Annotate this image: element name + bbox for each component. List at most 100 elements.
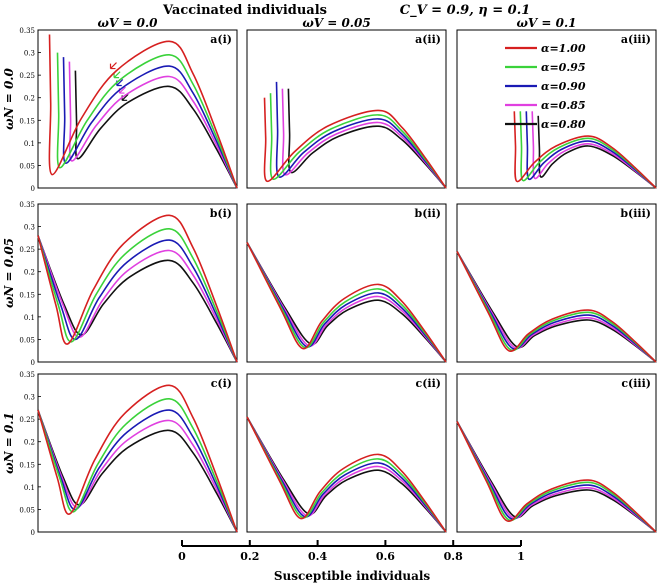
series-line-α=0.85 <box>246 416 447 533</box>
series-line-α=0.85 <box>456 251 657 363</box>
series-line-α=0.95 <box>37 397 238 533</box>
panel-label: a(ii) <box>415 33 441 46</box>
panel-frame <box>37 373 238 533</box>
panel-frame <box>456 203 657 363</box>
series-line-α=1.00 <box>456 421 657 533</box>
panel-ciii: c(iii) <box>456 373 657 533</box>
y-tick-label: 0.2 <box>24 269 35 277</box>
series-line-α=0.80 <box>456 250 657 363</box>
series-line-α=0.90 <box>246 416 447 533</box>
series-line-α=1.00 <box>246 416 447 533</box>
panel-ai: 0 0.05 0.1 0.15 0.2 0.25 0.3 0.35 a(i) <box>19 27 238 193</box>
y-tick-label: 0.2 <box>24 95 35 103</box>
series-line-α=0.95 <box>246 242 447 363</box>
series-line-α=0.85 <box>37 235 238 363</box>
panel-label: b(i) <box>210 207 232 220</box>
y-tick-label: 0.25 <box>19 72 35 80</box>
series-line-α=0.90 <box>456 421 657 533</box>
x-axis-label: Susceptible individuals <box>274 569 431 583</box>
y-tick-label: 0.05 <box>19 162 35 170</box>
panel-aii: a(ii) <box>246 29 447 189</box>
panel-frame <box>456 373 657 533</box>
y-tick-label: 0 <box>31 359 35 367</box>
panel-biii: b(iii) <box>456 203 657 363</box>
panel-frame <box>37 29 238 189</box>
series-line-α=0.80 <box>456 421 657 533</box>
panel-label: c(i) <box>211 377 232 390</box>
series-line-α=0.85 <box>531 111 657 189</box>
series-line-α=0.80 <box>74 70 238 189</box>
y-tick-label: 0.35 <box>19 201 35 209</box>
panel-label: a(i) <box>210 33 232 46</box>
series-line-α=1.00 <box>513 111 657 189</box>
panel-label: c(ii) <box>416 377 441 390</box>
y-tick-label: 0.05 <box>19 336 35 344</box>
y-tick-label: 0.1 <box>24 314 35 322</box>
y-tick-label: 0.25 <box>19 246 35 254</box>
series-line-α=0.85 <box>456 421 657 533</box>
panel-label: a(iii) <box>621 33 651 46</box>
series-line-α=0.95 <box>519 111 657 189</box>
panel-ci: 0 0.05 0.1 0.15 0.2 0.25 0.3 0.35 c(i) <box>19 371 238 537</box>
y-tick-label: 0.1 <box>24 140 35 148</box>
column-label: ωV = 0.1 <box>516 16 576 30</box>
series-line-α=0.80 <box>246 241 447 363</box>
y-tick-label: 0.15 <box>19 117 35 125</box>
series-line-α=0.90 <box>525 111 657 189</box>
y-tick-label: 0.05 <box>19 506 35 514</box>
row-label: ωN = 0.1 <box>2 412 16 474</box>
series-line-α=0.90 <box>37 409 238 533</box>
x-tick-label: 0 <box>178 550 186 563</box>
series-line-α=1.00 <box>48 34 238 189</box>
x-tick-label: 0.4 <box>308 550 327 563</box>
series-line-α=0.80 <box>37 409 238 533</box>
series-line-α=0.90 <box>62 57 238 189</box>
panel-bii: b(ii) <box>246 203 447 363</box>
y-tick-label: 0.3 <box>24 224 35 232</box>
panel-label: b(iii) <box>620 207 651 220</box>
series-line-α=0.95 <box>269 93 447 189</box>
series-line-α=0.95 <box>456 251 657 363</box>
x-tick-label: 0.2 <box>240 550 259 563</box>
x-tick-label: 0.6 <box>376 550 395 563</box>
panel-aiii: a(iii) α=1.00 α=0.95 α=0.90 α=0.85 α=0.80 <box>456 29 657 189</box>
y-tick-label: 0.15 <box>19 461 35 469</box>
y-tick-label: 0.25 <box>19 416 35 424</box>
series-line-α=0.95 <box>456 421 657 533</box>
x-tick-label: 1 <box>517 550 525 563</box>
series-line-α=0.85 <box>281 88 447 189</box>
y-tick-label: 0.2 <box>24 439 35 447</box>
series-line-α=0.85 <box>68 61 238 189</box>
series-line-α=1.00 <box>246 242 447 363</box>
panel-label: c(iii) <box>621 377 651 390</box>
legend-label: α=1.00 <box>541 42 586 55</box>
y-tick-label: 0.15 <box>19 291 35 299</box>
series-line-α=1.00 <box>37 384 238 533</box>
legend-label: α=0.85 <box>541 99 585 112</box>
y-tick-label: 0.3 <box>24 50 35 58</box>
row-label: ωN = 0.05 <box>2 238 16 308</box>
series-line-α=0.80 <box>37 235 238 363</box>
series-line-α=0.95 <box>37 227 238 363</box>
direction-arrow <box>109 62 117 70</box>
column-label: ωV = 0.0 <box>97 16 158 30</box>
series-line-α=0.95 <box>246 416 447 533</box>
panel-frame <box>246 373 447 533</box>
series-line-α=1.00 <box>37 214 238 363</box>
x-tick-label: 0.8 <box>444 550 463 563</box>
series-line-α=1.00 <box>263 97 447 189</box>
panel-frame <box>37 203 238 363</box>
y-tick-label: 0.35 <box>19 27 35 35</box>
series-line-α=0.90 <box>275 81 447 189</box>
series-line-α=0.80 <box>287 88 447 189</box>
panel-label: b(ii) <box>415 207 441 220</box>
panel-bi: 0 0.05 0.1 0.15 0.2 0.25 0.3 0.35 b(i) <box>19 201 238 367</box>
series-line-α=0.95 <box>56 52 238 189</box>
figure-title: Vaccinated individuals <box>162 3 327 18</box>
panel-frame <box>246 203 447 363</box>
series-line-α=0.90 <box>37 235 238 363</box>
series-line-α=0.80 <box>246 416 447 533</box>
y-tick-label: 0.3 <box>24 394 35 402</box>
panel-frame <box>246 29 447 189</box>
